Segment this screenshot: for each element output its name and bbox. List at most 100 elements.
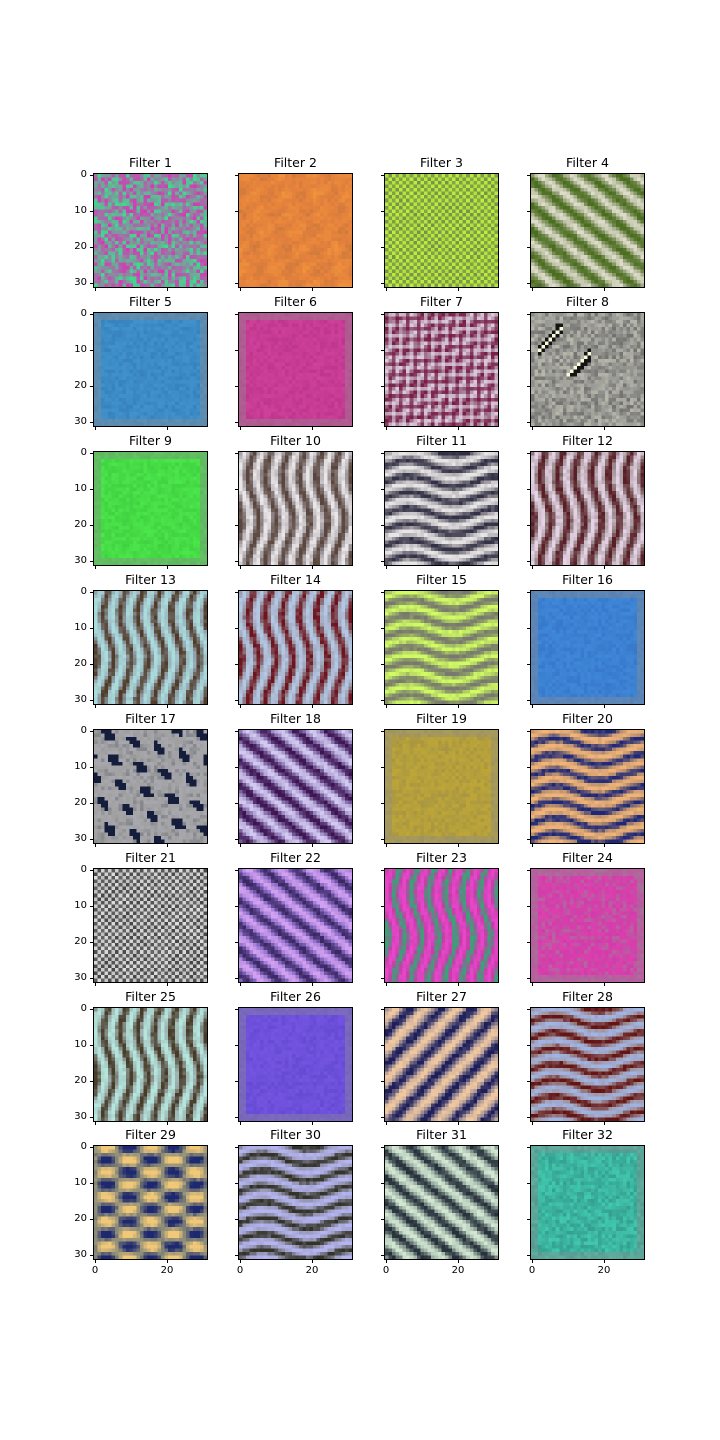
y-tick-mark (235, 1255, 238, 1256)
filter-heatmap (239, 1146, 352, 1259)
y-tick-mark (90, 561, 93, 562)
filter-image (238, 590, 353, 705)
x-tick-mark (458, 983, 459, 986)
x-tick-mark (240, 1122, 241, 1125)
y-tick-mark (235, 767, 238, 768)
panel-title: Filter 8 (488, 295, 688, 309)
y-tick-mark (235, 1009, 238, 1010)
y-tick-mark (527, 664, 530, 665)
y-tick-mark (90, 906, 93, 907)
y-tick-label: 0 (67, 587, 87, 597)
y-tick-mark (235, 803, 238, 804)
y-tick-mark (90, 211, 93, 212)
y-tick-mark (90, 489, 93, 490)
x-tick-mark (167, 705, 168, 708)
y-tick-mark (235, 350, 238, 351)
y-tick-mark (90, 942, 93, 943)
x-tick-mark (95, 1260, 96, 1263)
filter-image (238, 868, 353, 983)
y-tick-label: 0 (67, 726, 87, 736)
y-tick-label: 0 (67, 170, 87, 180)
y-tick-mark (527, 453, 530, 454)
y-tick-mark (90, 525, 93, 526)
filter-image (384, 1145, 499, 1260)
y-tick-mark (527, 1147, 530, 1148)
filter-heatmap (385, 869, 498, 982)
x-tick-mark (386, 1260, 387, 1263)
y-tick-mark (527, 314, 530, 315)
filter-heatmap (531, 313, 644, 426)
y-tick-mark (381, 314, 384, 315)
y-tick-mark (527, 1183, 530, 1184)
y-tick-mark (90, 1117, 93, 1118)
y-tick-mark (235, 592, 238, 593)
filter-image (530, 173, 645, 288)
y-tick-mark (235, 1117, 238, 1118)
x-tick-mark (604, 566, 605, 569)
y-tick-label: 10 (67, 1040, 87, 1050)
filter-image (384, 729, 499, 844)
y-tick-mark (90, 803, 93, 804)
x-tick-mark (312, 1260, 313, 1263)
y-tick-mark (235, 283, 238, 284)
panel-title: Filter 28 (488, 990, 688, 1004)
y-tick-mark (90, 247, 93, 248)
y-tick-mark (527, 906, 530, 907)
filter-image (238, 1007, 353, 1122)
x-tick-mark (240, 566, 241, 569)
y-tick-mark (527, 1009, 530, 1010)
x-tick-mark (240, 844, 241, 847)
filter-image (93, 173, 208, 288)
y-tick-mark (381, 1255, 384, 1256)
x-tick-mark (167, 288, 168, 291)
filter-heatmap (239, 591, 352, 704)
filter-image (530, 451, 645, 566)
y-tick-mark (381, 247, 384, 248)
y-tick-mark (527, 1081, 530, 1082)
y-tick-mark (235, 247, 238, 248)
x-tick-mark (95, 427, 96, 430)
y-tick-mark (527, 628, 530, 629)
y-tick-mark (90, 1183, 93, 1184)
filter-heatmap (94, 1008, 207, 1121)
x-tick-mark (604, 844, 605, 847)
filter-heatmap (531, 174, 644, 287)
y-tick-mark (235, 664, 238, 665)
filter-heatmap (531, 1008, 644, 1121)
x-tick-mark (532, 566, 533, 569)
y-tick-label: 30 (67, 556, 87, 566)
filter-heatmap (94, 313, 207, 426)
y-tick-mark (235, 906, 238, 907)
x-tick-mark (95, 983, 96, 986)
y-tick-mark (381, 1045, 384, 1046)
x-tick-mark (458, 427, 459, 430)
y-tick-mark (235, 1045, 238, 1046)
y-tick-mark (90, 700, 93, 701)
y-tick-label: 0 (67, 448, 87, 458)
x-tick-mark (532, 983, 533, 986)
filter-heatmap (94, 1146, 207, 1259)
y-tick-label: 30 (67, 834, 87, 844)
x-tick-mark (532, 427, 533, 430)
filter-heatmap (239, 1008, 352, 1121)
y-tick-mark (527, 700, 530, 701)
y-tick-mark (235, 314, 238, 315)
filter-image (93, 729, 208, 844)
y-tick-label: 0 (67, 865, 87, 875)
panel-title: Filter 4 (488, 156, 688, 170)
filter-heatmap (531, 730, 644, 843)
y-tick-mark (381, 1117, 384, 1118)
y-tick-label: 20 (67, 381, 87, 391)
y-tick-mark (381, 628, 384, 629)
y-tick-mark (90, 175, 93, 176)
x-tick-mark (95, 705, 96, 708)
filter-image (238, 729, 353, 844)
y-tick-mark (90, 664, 93, 665)
y-tick-mark (235, 422, 238, 423)
filter-image (93, 590, 208, 705)
filter-heatmap (531, 591, 644, 704)
y-tick-mark (90, 422, 93, 423)
filter-image (93, 1007, 208, 1122)
y-tick-mark (90, 1255, 93, 1256)
y-tick-mark (235, 386, 238, 387)
